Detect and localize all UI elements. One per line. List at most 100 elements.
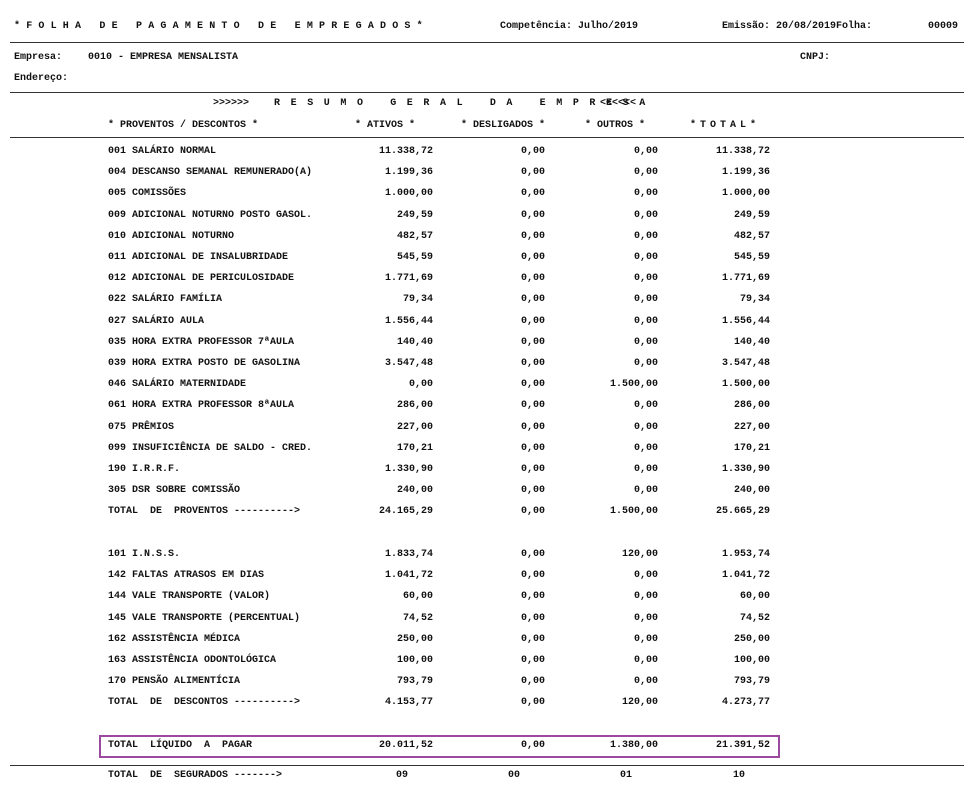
desligados: 0,00 <box>520 549 545 560</box>
desligados: 0,00 <box>520 633 545 645</box>
highlight-box <box>99 735 780 758</box>
desligados: 0,00 <box>520 485 545 497</box>
row-label: 061 HORA EXTRA PROFESSOR 8ªAULA <box>108 400 295 412</box>
total: 4.273,77 <box>721 697 770 709</box>
desligados: 0,00 <box>520 167 545 179</box>
outros: 0,00 <box>633 570 658 582</box>
competencia: Competência: Julho/2019 <box>500 21 639 32</box>
total: 74,52 <box>739 612 770 624</box>
row-label: 144 VALE TRANSPORTE (VALOR) <box>108 591 271 603</box>
ativos: 1.556,44 <box>384 315 433 327</box>
desligados: 0,00 <box>520 570 545 582</box>
ativos: 74,52 <box>402 612 433 624</box>
column-header: * PROVENTOS / DESCONTOS * <box>108 120 259 131</box>
outros: 0,00 <box>633 252 658 263</box>
total: 60,00 <box>739 591 770 603</box>
emissao: Emissão: 20/08/2019 <box>722 21 837 32</box>
total: 545,59 <box>733 252 770 263</box>
outros: 0,00 <box>633 188 658 200</box>
row-label: TOTAL LÍQUIDO A PAGAR <box>108 740 253 751</box>
column-header: * DESLIGADOS * <box>460 120 545 131</box>
outros: 0,00 <box>633 315 658 327</box>
desligados: 0,00 <box>520 358 545 369</box>
outros: 0,00 <box>633 676 658 688</box>
outros: 0,00 <box>633 442 658 454</box>
total: 250,00 <box>733 633 770 645</box>
ativos: 1.199,36 <box>384 167 433 179</box>
total: 11.338,72 <box>715 146 770 157</box>
desligados: 0,00 <box>520 379 545 391</box>
ativos: 482,57 <box>396 230 433 242</box>
outros: 1.500,00 <box>609 379 658 391</box>
total: 1.199,36 <box>721 167 770 179</box>
outros: 0,00 <box>633 167 658 179</box>
resumo-arrows: >>>>>> <box>213 98 250 109</box>
desligados: 0,00 <box>520 400 545 412</box>
ativos: 79,34 <box>402 294 433 306</box>
empresa-value: 0010 - EMPRESA MENSALISTA <box>88 52 239 63</box>
desligados: 0,00 <box>520 591 545 603</box>
outros: 0,00 <box>633 336 658 348</box>
outros: 0,00 <box>633 655 658 666</box>
outros: 0,00 <box>633 400 658 412</box>
row-label: 001 SALÁRIO NORMAL <box>108 146 217 157</box>
desligados: 0,00 <box>520 612 545 624</box>
ativos: 11.338,72 <box>378 146 433 157</box>
desligados: 0,00 <box>520 315 545 327</box>
outros: 120,00 <box>621 549 658 560</box>
desligados: 0,00 <box>520 421 545 433</box>
outros: 0,00 <box>633 464 658 475</box>
total: 1.330,90 <box>721 464 770 475</box>
row-label: 004 DESCANSO SEMANAL REMUNERADO(A) <box>108 167 313 179</box>
row-label: 005 COMISSÕES <box>108 188 187 200</box>
row-label: 010 ADICIONAL NOTURNO <box>108 230 235 242</box>
resumo-arrows: <<<<<< <box>600 98 637 109</box>
outros: 0,00 <box>633 633 658 645</box>
total: 1.556,44 <box>721 315 770 327</box>
total: 1.771,69 <box>721 273 770 285</box>
divider <box>10 765 964 766</box>
ativos: 140,40 <box>396 336 433 348</box>
desligados: 0,00 <box>520 697 545 709</box>
ativos: 240,00 <box>396 485 433 497</box>
desligados: 0,00 <box>520 273 545 285</box>
desligados: 0,00 <box>520 506 545 518</box>
row-label: 099 INSUFICIÊNCIA DE SALDO - CRED. <box>108 442 313 454</box>
folha-number: 00009 <box>927 21 958 32</box>
ativos: 20.011,52 <box>378 740 433 751</box>
desligados: 0,00 <box>520 740 545 751</box>
row-label: 035 HORA EXTRA PROFESSOR 7ªAULA <box>108 336 295 348</box>
ativos: 1.041,72 <box>384 570 433 582</box>
desligados: 0,00 <box>520 676 545 688</box>
total: 227,00 <box>733 421 770 433</box>
report-title: *FOLHA DE PAGAMENTO DE EMPREGADOS* <box>14 21 429 32</box>
total: 21.391,52 <box>715 740 770 751</box>
outros: 0,00 <box>633 273 658 285</box>
column-header: * ATIVOS * <box>354 120 415 131</box>
row-label: 027 SALÁRIO AULA <box>108 315 205 327</box>
row-label: 142 FALTAS ATRASOS EM DIAS <box>108 570 265 582</box>
row-label: 145 VALE TRANSPORTE (PERCENTUAL) <box>108 612 301 624</box>
ativos: 4.153,77 <box>384 697 433 709</box>
row-label: 022 SALÁRIO FAMÍLIA <box>108 294 223 306</box>
total: 240,00 <box>733 485 770 497</box>
total: 286,00 <box>733 400 770 412</box>
outros: 0,00 <box>633 485 658 497</box>
desligados: 0,00 <box>520 252 545 263</box>
segurados-count: 10 <box>732 770 745 781</box>
total: 100,00 <box>733 655 770 666</box>
total: 140,40 <box>733 336 770 348</box>
endereco-label: Endereço: <box>14 73 69 84</box>
resumo-title: RESUMO GERAL DA EMPRESA <box>274 98 656 109</box>
desligados: 0,00 <box>520 655 545 666</box>
row-label: 190 I.R.R.F. <box>108 464 181 475</box>
outros: 0,00 <box>633 294 658 306</box>
total: 79,34 <box>739 294 770 306</box>
ativos: 1.000,00 <box>384 188 433 200</box>
segurados-count: 00 <box>507 770 520 781</box>
total: 3.547,48 <box>721 358 770 369</box>
desligados: 0,00 <box>520 146 545 157</box>
cnpj-label: CNPJ: <box>800 52 831 63</box>
desligados: 0,00 <box>520 188 545 200</box>
ativos: 227,00 <box>396 421 433 433</box>
